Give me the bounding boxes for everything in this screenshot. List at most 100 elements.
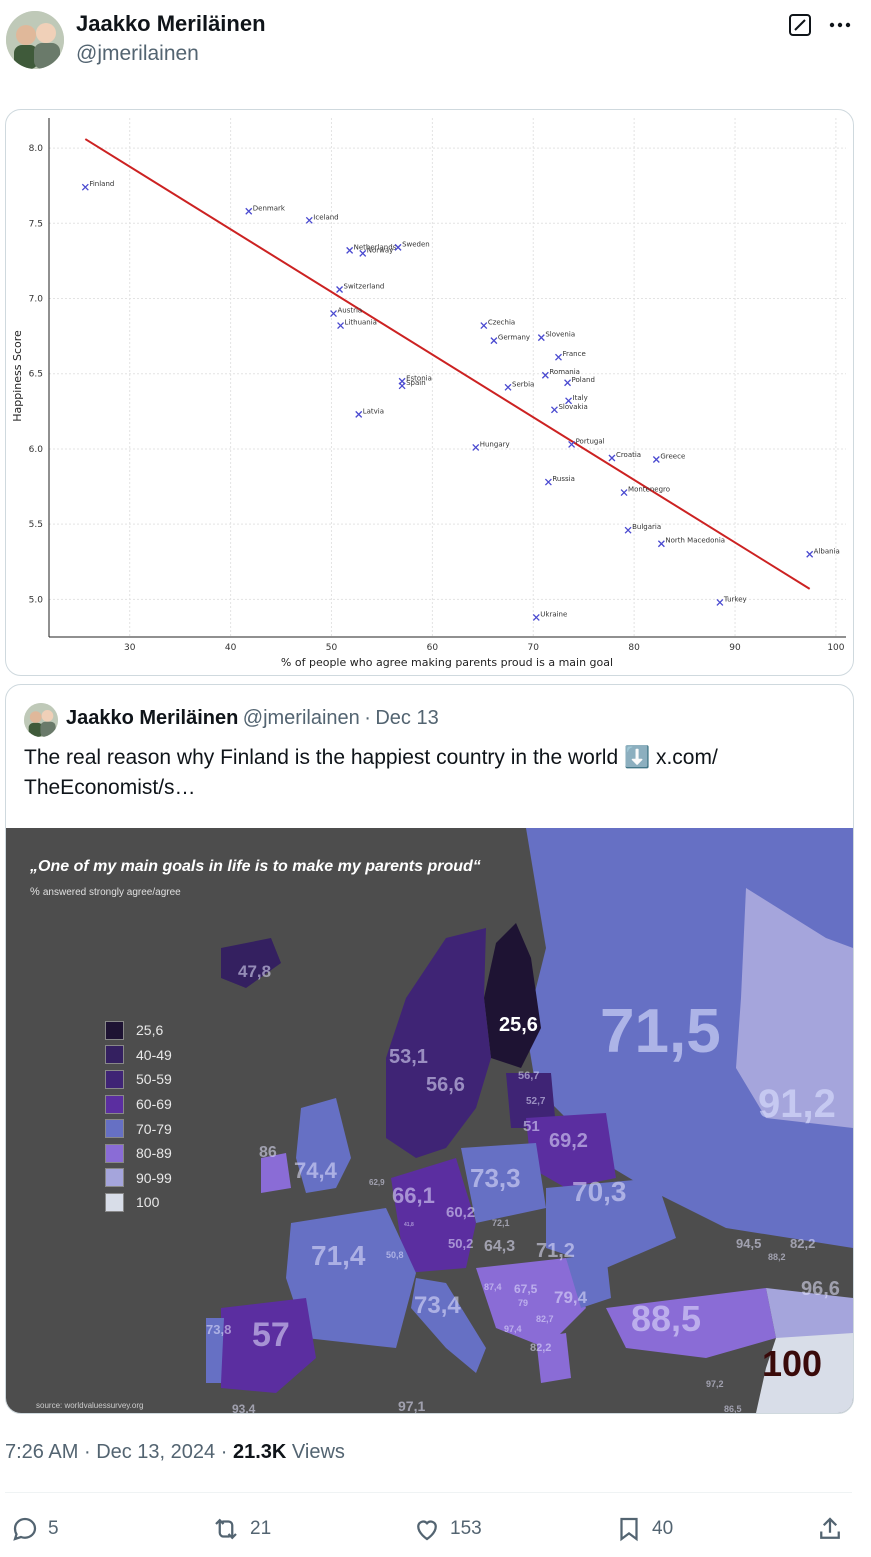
repost-button[interactable]: 21 xyxy=(210,1514,271,1544)
repost-count: 21 xyxy=(250,1518,272,1539)
reply-button[interactable]: 5 xyxy=(10,1514,59,1544)
chart-point-label: Germany xyxy=(498,334,530,342)
chart-ytick-label: 7.0 xyxy=(29,295,44,305)
chart-point-label: Netherlands xyxy=(354,243,397,251)
legend-label: 90-99 xyxy=(136,1169,172,1186)
chart-point: Poland xyxy=(564,376,595,387)
chart-point-marker xyxy=(555,353,562,361)
map-source: source: worldvaluessurvey.org xyxy=(36,1401,144,1410)
share-button[interactable] xyxy=(815,1514,845,1544)
chart-point-label: Montenegro xyxy=(628,486,670,494)
quote-avatar[interactable] xyxy=(24,703,58,737)
map-value-label: 88,5 xyxy=(631,1298,702,1339)
chart-point-marker xyxy=(624,526,632,534)
map-value-label: 96,6 xyxy=(801,1278,840,1300)
chart-ytick-label: 7.5 xyxy=(29,219,43,229)
chart-point: Sweden xyxy=(394,240,430,251)
chart-point-marker xyxy=(657,540,665,548)
chart-point-label: Poland xyxy=(572,376,595,384)
map-value-label: 64,3 xyxy=(484,1238,516,1255)
map-value-label: 97,4 xyxy=(504,1324,522,1334)
chart-point: Switzerland xyxy=(336,282,384,293)
legend-item: 50-59 xyxy=(105,1067,172,1092)
chart-point-label: Denmark xyxy=(253,204,286,212)
chart-xtick-label: 70 xyxy=(528,643,540,653)
map-value-label: 73,4 xyxy=(414,1292,461,1319)
chart-point: Portugal xyxy=(568,437,605,448)
map-value-label: 50,8 xyxy=(386,1250,404,1260)
quote-date[interactable]: Dec 13 xyxy=(375,707,439,729)
chart-point-label: Lithuania xyxy=(345,319,377,327)
chart-point: Finland xyxy=(81,180,114,191)
like-button[interactable]: 153 xyxy=(412,1514,482,1544)
map-value-label: 82,2 xyxy=(530,1342,552,1354)
chart-point: Norway xyxy=(359,246,394,257)
map-value-label: 73,3 xyxy=(470,1163,521,1193)
legend-swatch xyxy=(105,1119,124,1139)
chart-point-marker xyxy=(652,456,660,463)
chart-trendline xyxy=(84,138,811,590)
chart-point: Spain xyxy=(398,379,426,390)
chart-point-marker xyxy=(544,478,552,486)
legend-item: 40-49 xyxy=(105,1043,172,1068)
bookmark-button[interactable]: 40 xyxy=(614,1514,673,1544)
chart-point-label: Latvia xyxy=(363,407,384,415)
map-title: „One of my main goals in life is to make… xyxy=(30,858,481,875)
chart-point-marker xyxy=(806,550,814,558)
author-name[interactable]: Jaakko Meriläinen xyxy=(76,11,266,36)
chart-xtick-label: 30 xyxy=(124,643,136,653)
chart-point: Germany xyxy=(490,334,530,345)
chart-point: Albania xyxy=(806,547,840,558)
divider xyxy=(5,1492,852,1493)
chart-point-label: Norway xyxy=(367,246,394,254)
chart-point-label: Turkey xyxy=(723,595,747,603)
chart-xtick-label: 80 xyxy=(628,643,640,653)
chart-point: Montenegro xyxy=(620,486,670,497)
chart-point-marker xyxy=(620,489,628,497)
post-date[interactable]: Dec 13, 2024 xyxy=(96,1441,216,1463)
media-chart[interactable]: 30 40 50 60 70 80 90 100 5.0 5.5 6.0 6.5 7.0 7.5 8.0 F… xyxy=(5,109,854,676)
europe-map-image[interactable]: „One of my main goals in life is to make… xyxy=(6,828,853,1413)
chart-point: Italy xyxy=(565,394,588,405)
map-value-label: 71,4 xyxy=(311,1240,366,1271)
chart-point: Latvia xyxy=(355,407,384,418)
chart-point-label: Serbia xyxy=(512,380,534,388)
chart-point-marker xyxy=(568,440,576,448)
chart-ytick-label: 5.0 xyxy=(29,595,44,605)
chart-point: Czechia xyxy=(480,319,515,330)
chart-point-label: Albania xyxy=(814,547,840,555)
retweet-icon xyxy=(215,1518,237,1540)
chart-point-marker xyxy=(336,286,344,293)
chart-xtick-label: 50 xyxy=(326,643,338,653)
quote-author-name[interactable]: Jaakko Meriläinen xyxy=(66,707,239,729)
chart-ytick-label: 8.0 xyxy=(29,144,44,154)
quoted-tweet[interactable]: Jaakko Meriläinen @jmerilainen · Dec 13 … xyxy=(5,684,854,1414)
map-value-label: 79,4 xyxy=(554,1288,588,1307)
chart-ylabel: Happiness Score xyxy=(11,330,24,422)
chart-point-marker xyxy=(81,183,89,191)
more-icon[interactable] xyxy=(824,11,856,39)
author-avatar[interactable] xyxy=(6,11,64,69)
chart-point-label: Hungary xyxy=(480,440,510,448)
grok-icon[interactable] xyxy=(786,11,814,39)
map-value-label: 56,6 xyxy=(426,1074,465,1096)
chart-point-marker xyxy=(305,216,313,224)
legend-item: 70-79 xyxy=(105,1116,172,1141)
map-value-label: 93,4 xyxy=(232,1402,256,1413)
chart-point-marker xyxy=(394,243,402,251)
legend-label: 80-89 xyxy=(136,1145,172,1162)
map-value-label: 47,8 xyxy=(238,962,272,981)
chart-point: France xyxy=(555,350,586,361)
chart-point-label: Ukraine xyxy=(540,610,567,618)
legend-item: 60-69 xyxy=(105,1092,172,1117)
author-handle[interactable]: @jmerilainen xyxy=(76,42,199,65)
quote-author-handle[interactable]: @jmerilainen xyxy=(242,707,360,729)
legend-item: 80-89 xyxy=(105,1141,172,1166)
chart-point-marker xyxy=(537,334,545,342)
share-icon xyxy=(820,1517,840,1539)
post-time[interactable]: 7:26 AM xyxy=(5,1441,79,1463)
chart-point-label: Russia xyxy=(552,475,575,483)
chart-ytick-label: 6.0 xyxy=(29,445,44,455)
map-value-label: 51 xyxy=(523,1118,540,1135)
chart-xtick-label: 100 xyxy=(827,643,844,653)
